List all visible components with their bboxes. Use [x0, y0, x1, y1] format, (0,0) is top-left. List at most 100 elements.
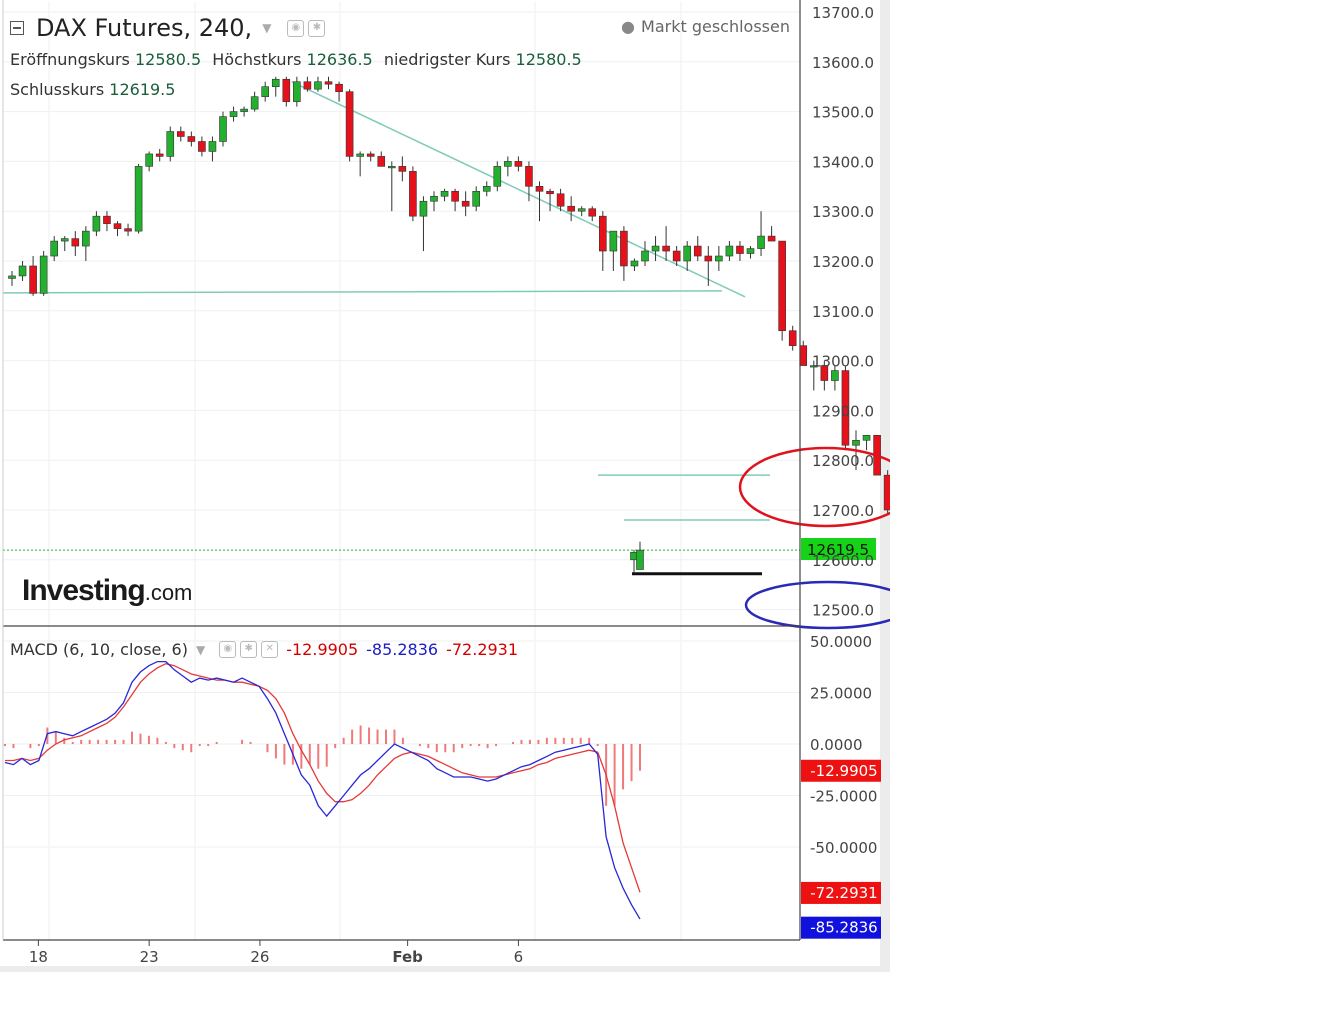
investing-logo: Investing.com	[22, 574, 192, 608]
candle-body	[514, 161, 523, 167]
macd-value-badge-label: -72.2931	[810, 884, 877, 902]
macd-tick-label: -25.0000	[810, 788, 877, 806]
price-tick-label: 13300.0	[812, 203, 874, 221]
candle-body	[18, 265, 27, 277]
last-price-label: 12619.5	[807, 541, 869, 559]
candle-body	[82, 230, 90, 247]
support-line	[2, 290, 723, 294]
candle-body	[620, 230, 628, 267]
chart-title: DAX Futures, 240,	[36, 14, 253, 42]
logo-main: Investing	[22, 574, 146, 607]
candle-body	[187, 136, 196, 142]
candle-body	[820, 365, 829, 381]
macd-tick-label: 25.0000	[810, 685, 872, 703]
chart-header: DAX Futures, 240, ▼ ◉ ✱ ● Markt geschloss…	[10, 12, 800, 112]
candle-body	[525, 166, 533, 187]
price-tick-label: 12800.0	[812, 452, 874, 470]
candle-body	[598, 215, 607, 252]
open-label: Eröffnungskurs	[10, 50, 130, 69]
macd-label: MACD (6, 10, close, 6)	[10, 640, 188, 659]
candle-body	[145, 153, 153, 167]
candle-body	[419, 200, 428, 217]
candle-body	[124, 228, 132, 232]
candle-body	[71, 238, 80, 247]
trendlines	[2, 81, 800, 551]
close-icon[interactable]: ✕	[261, 641, 279, 658]
macd-value-badge-label: -85.2836	[810, 919, 877, 937]
candle-body	[229, 111, 238, 117]
last-price-badge	[801, 538, 876, 560]
candle-body	[757, 235, 765, 249]
collapse-icon[interactable]	[10, 21, 24, 35]
candlestick-chart[interactable]: 12619.5 -12.9905 -72.2931 -85.2836 13700.0…	[0, 0, 890, 972]
candle-body	[567, 205, 575, 212]
candle-body	[683, 245, 692, 262]
red-ellipse	[738, 446, 890, 528]
price-tick-label: 12700.0	[812, 502, 874, 520]
candle-body	[8, 275, 16, 279]
candle-body	[134, 166, 143, 232]
price-tick-label: 13500.0	[812, 104, 874, 122]
candle-body	[651, 245, 660, 252]
candle-body	[92, 215, 101, 232]
macd-layer: -12.9905 -72.2931 -85.2836	[4, 660, 881, 939]
candle-body	[293, 81, 301, 102]
macd-header: MACD (6, 10, close, 6) ▼ ◉ ✱ ✕ -12.9905 …	[10, 640, 518, 659]
macd-line-value: -85.2836	[366, 640, 439, 659]
candle-body	[387, 166, 396, 169]
macd-value-badge	[801, 881, 881, 904]
candle-body	[841, 370, 850, 446]
candle-body	[451, 190, 459, 202]
candle-body	[271, 78, 280, 88]
candle-body	[609, 230, 618, 252]
candle-body	[693, 245, 702, 257]
candle-body	[778, 240, 786, 332]
candle-body	[314, 81, 322, 90]
macd-tick-label: 50.0000	[810, 633, 872, 651]
market-status-text: Markt geschlossen	[641, 17, 790, 36]
candle-body	[577, 208, 586, 212]
candle-body	[398, 166, 407, 172]
chevron-down-icon[interactable]: ▼	[195, 642, 206, 657]
candle-body	[767, 235, 776, 242]
candles	[8, 76, 890, 573]
ohlc-row-1: Eröffnungskurs 12580.5 Höchstkurs 12636.…	[10, 50, 800, 74]
price-tick-label: 13700.0	[812, 4, 874, 22]
eye-icon[interactable]: ◉	[219, 641, 237, 658]
candle-body	[250, 96, 259, 110]
candle-body	[672, 250, 681, 262]
macd-tick-label: 0.0000	[810, 736, 863, 754]
annotations: 12619.5	[632, 446, 890, 630]
candle-body	[472, 190, 481, 207]
candle-body	[630, 260, 639, 267]
candle-body	[746, 248, 755, 254]
candle-body	[440, 190, 449, 197]
candle-body	[430, 195, 438, 202]
gear-icon[interactable]: ✱	[240, 641, 258, 658]
candle-body	[282, 78, 291, 102]
candle-body	[303, 81, 312, 90]
candle-body	[493, 166, 502, 187]
eye-icon[interactable]: ◉	[287, 19, 305, 37]
macd-signal-value: -72.2931	[446, 640, 519, 659]
macd-value-badge-label: -12.9905	[810, 762, 877, 780]
close-value: 12619.5	[109, 80, 176, 99]
window-edge-bottom	[0, 966, 890, 972]
ohlc-row-2: Schlusskurs 12619.5	[10, 80, 800, 104]
chevron-down-icon[interactable]: ▼	[262, 21, 272, 35]
candle-body	[324, 81, 333, 85]
candle-body	[725, 245, 734, 257]
candle-body	[345, 91, 354, 157]
low-label: niedrigster Kurs	[383, 50, 511, 69]
price-tick-label: 13100.0	[812, 303, 874, 321]
low-value: 12580.5	[515, 50, 582, 69]
candle-body	[60, 238, 69, 242]
time-tick-label: 26	[250, 948, 269, 966]
candle-body	[177, 131, 185, 137]
candle-body	[852, 439, 860, 446]
resistance-trend-line	[291, 81, 746, 298]
time-tick-label: 6	[514, 948, 524, 966]
candle-body	[409, 171, 417, 217]
close-label: Schlusskurs	[10, 80, 105, 99]
gear-icon[interactable]: ✱	[308, 19, 326, 37]
